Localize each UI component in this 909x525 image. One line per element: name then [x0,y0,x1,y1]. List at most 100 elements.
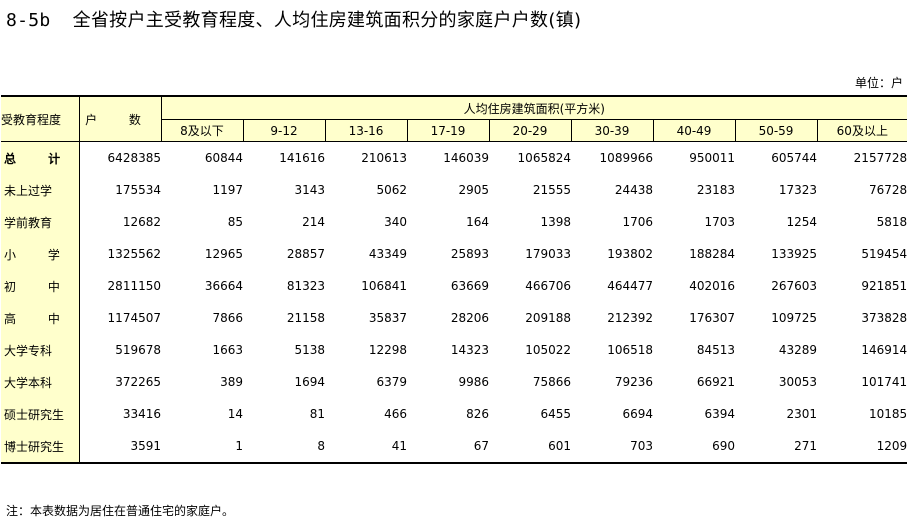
area-value-cell: 164 [466,215,489,229]
area-value-cell: 35837 [368,311,407,325]
area-value-cell: 63669 [450,279,489,293]
area-subheader-row: 8及以下 9-12 13-16 17-19 20-29 30-39 40-49 50-59 60… [1,119,908,142]
area-value-cell: 1 [161,430,243,464]
area-value-cell: 605744 [771,151,817,165]
row-label: 学前教育 [1,206,80,238]
area-value-cell: 67 [407,430,489,464]
area-value-cell: 8 [243,430,325,464]
area-value-cell: 84513 [696,343,735,357]
area-value-cell: 179033 [525,247,571,261]
row-label: 未上过学 [1,174,80,206]
table-row: 学前教育 12682 85 214 340 164 1398 1706 1703 1254 5818 [1,206,907,238]
area-value-cell: 6379 [376,375,407,389]
area-value-cell: 106518 [607,343,653,357]
household-count-cell: 3591 [79,430,161,464]
area-value-cell: 950011 [689,151,735,165]
area-value-cell: 25893 [450,247,489,261]
row-label: 初 中 [1,270,80,302]
area-value-cell: 28857 [286,247,325,261]
area-value-cell: 373828 [861,311,908,325]
area-value-cell: 106841 [361,279,407,293]
area-value-cell: 1663 [212,343,243,357]
area-value-cell: 3143 [294,183,325,197]
table-row: 大学专科 519678 1663 5138 12298 14323 105022 106518… [1,334,907,366]
area-value-cell: 267603 [771,279,817,293]
area-value-cell: 271 [735,430,817,464]
area-column-header: 60及以上 [816,119,908,142]
area-value-cell: 21555 [532,183,571,197]
area-value-cell: 193802 [607,247,653,261]
area-value-cell: 210613 [361,151,407,165]
household-count-cell: 33416 [122,407,161,421]
area-value-cell: 5062 [376,183,407,197]
table-row: 高 中 1174507 7866 21158 35837 28206 209188 21239… [1,302,907,334]
area-column-header: 30-39 [570,119,653,142]
household-count-cell: 175534 [115,183,161,197]
area-value-cell: 10185 [868,407,908,421]
area-value-cell: 1694 [294,375,325,389]
area-value-cell: 81323 [286,279,325,293]
household-count-header: 户 数 [79,95,162,142]
area-value-cell: 141616 [279,151,325,165]
area-value-cell: 1089966 [599,151,653,165]
area-value-cell: 389 [220,375,243,389]
area-value-cell: 188284 [689,247,735,261]
area-value-cell: 212392 [607,311,653,325]
unit-label: 单位：户 [854,76,903,90]
table-row: 小 学 1325562 12965 28857 43349 25893 179033 1938… [1,238,907,270]
area-value-cell: 43349 [368,247,407,261]
area-value-cell: 76728 [868,183,908,197]
household-count-cell: 372265 [115,375,161,389]
area-value-cell: 12965 [204,247,243,261]
area-value-cell: 464477 [607,279,653,293]
area-value-cell: 2905 [458,183,489,197]
area-column-header: 50-59 [734,119,817,142]
row-label: 硕士研究生 [1,398,80,430]
area-group-header: 人均住房建筑面积(平方米) [161,95,908,120]
area-value-cell: 146914 [861,343,908,357]
area-value-cell: 466 [384,407,407,421]
household-count-cell: 12682 [122,215,161,229]
area-value-cell: 826 [466,407,489,421]
area-value-cell: 109725 [771,311,817,325]
area-value-cell: 23183 [696,183,735,197]
area-column-header: 13-16 [324,119,407,142]
row-label: 总 计 [1,141,80,174]
area-value-cell: 921851 [861,279,908,293]
area-value-cell: 41 [325,430,407,464]
area-value-cell: 105022 [525,343,571,357]
row-label: 小 学 [1,238,80,270]
area-value-cell: 9986 [458,375,489,389]
area-value-cell: 60844 [204,151,243,165]
household-count-cell: 1325562 [107,247,161,261]
area-value-cell: 146039 [443,151,489,165]
statistics-table: 受教育程度 户 数 人均住房建筑面积(平方米) 8及以下 9-12 13-16 17-… [1,95,908,464]
area-value-cell: 340 [384,215,407,229]
area-value-cell: 176307 [689,311,735,325]
area-value-cell: 214 [302,215,325,229]
area-value-cell: 79236 [614,375,653,389]
area-column-header: 9-12 [242,119,325,142]
area-value-cell: 133925 [771,247,817,261]
table-row: 未上过学 175534 1197 3143 5062 2905 21555 24438 2318… [1,174,907,206]
area-value-cell: 1209 [817,430,908,464]
area-value-cell: 75866 [532,375,571,389]
area-value-cell: 17323 [778,183,817,197]
table-row: 硕士研究生 33416 14 81 466 826 6455 6694 6394 2301 1018… [1,398,907,430]
area-column-header: 8及以下 [161,119,243,142]
row-label: 高 中 [1,302,80,334]
table-code: 8-5b [6,10,51,31]
area-value-cell: 30053 [778,375,817,389]
area-value-cell: 28206 [450,311,489,325]
area-value-cell: 85 [227,215,243,229]
area-value-cell: 6694 [622,407,653,421]
area-value-cell: 209188 [525,311,571,325]
area-value-cell: 14323 [450,343,489,357]
area-column-header: 20-29 [488,119,571,142]
area-value-cell: 1065824 [517,151,571,165]
area-value-cell: 24438 [614,183,653,197]
area-value-cell: 2301 [786,407,817,421]
area-value-cell: 519454 [861,247,908,261]
area-value-cell: 43289 [778,343,817,357]
table-row: 大学本科 372265 389 1694 6379 9986 75866 79236 66921… [1,366,907,398]
